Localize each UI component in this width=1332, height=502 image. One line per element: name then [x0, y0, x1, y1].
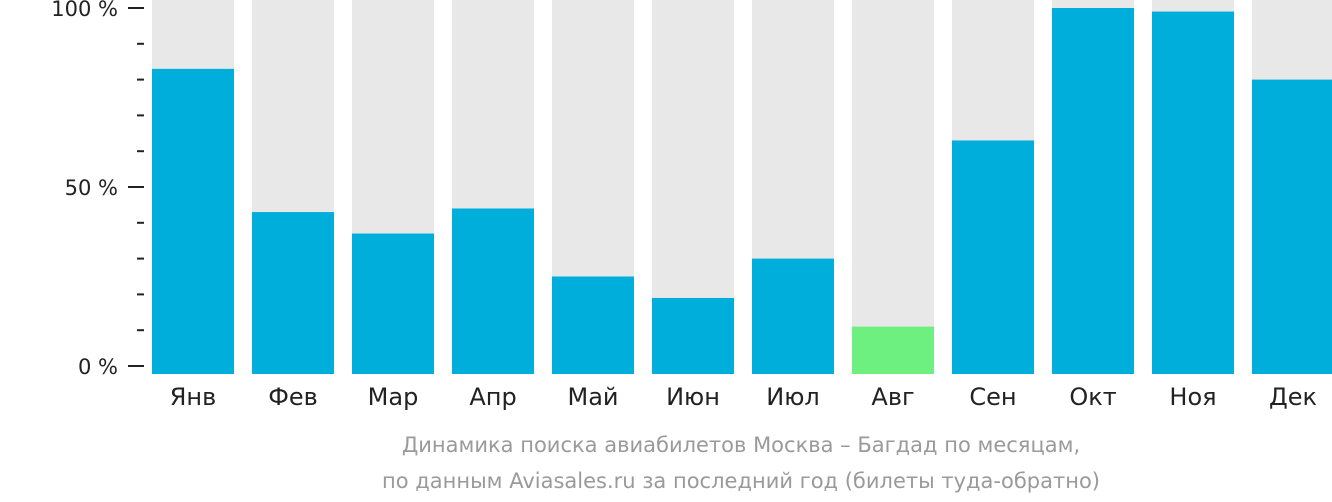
- bar-7: [752, 258, 834, 374]
- x-tick-label: Янв: [170, 383, 217, 411]
- chart-caption: Динамика поиска авиабилетов Москва – Баг…: [382, 433, 1100, 493]
- bars: [152, 0, 1332, 375]
- bar-10: [1052, 8, 1134, 374]
- x-axis: Янв Фев Мар Апр Май Июн Июл Авг Сен Окт Ноя Дек: [170, 383, 1317, 411]
- bar-3: [352, 233, 434, 374]
- bar-background: [852, 0, 934, 374]
- x-tick-label: Фев: [268, 383, 318, 411]
- x-tick-label: Дек: [1269, 383, 1317, 411]
- y-axis: 0 % 50 % 100 %: [51, 0, 144, 379]
- x-tick-label: Ноя: [1169, 383, 1216, 411]
- bar-4: [452, 208, 534, 374]
- y-tick-label: 100 %: [51, 0, 118, 21]
- x-tick-label: Июл: [766, 383, 820, 411]
- caption-line-2: по данным Aviasales.ru за последний год …: [382, 469, 1100, 493]
- y-tick-label: 50 %: [65, 176, 118, 200]
- bar-1: [152, 68, 234, 375]
- caption-line-1: Динамика поиска авиабилетов Москва – Баг…: [402, 433, 1080, 457]
- x-tick-label: Авг: [871, 383, 914, 411]
- bar-6: [652, 297, 734, 374]
- x-tick-label: Май: [567, 383, 618, 411]
- bar-12: [1252, 79, 1332, 374]
- bar-9: [952, 140, 1034, 374]
- bar-8: [852, 326, 934, 374]
- x-tick-label: Апр: [469, 383, 516, 411]
- bar-2: [252, 212, 334, 374]
- y-tick-label: 0 %: [78, 355, 118, 379]
- x-tick-label: Сен: [969, 383, 1016, 411]
- x-tick-label: Мар: [368, 383, 419, 411]
- x-tick-label: Июн: [666, 383, 720, 411]
- bar-5: [552, 276, 634, 374]
- bar-11: [1152, 11, 1234, 375]
- x-tick-label: Окт: [1069, 383, 1116, 411]
